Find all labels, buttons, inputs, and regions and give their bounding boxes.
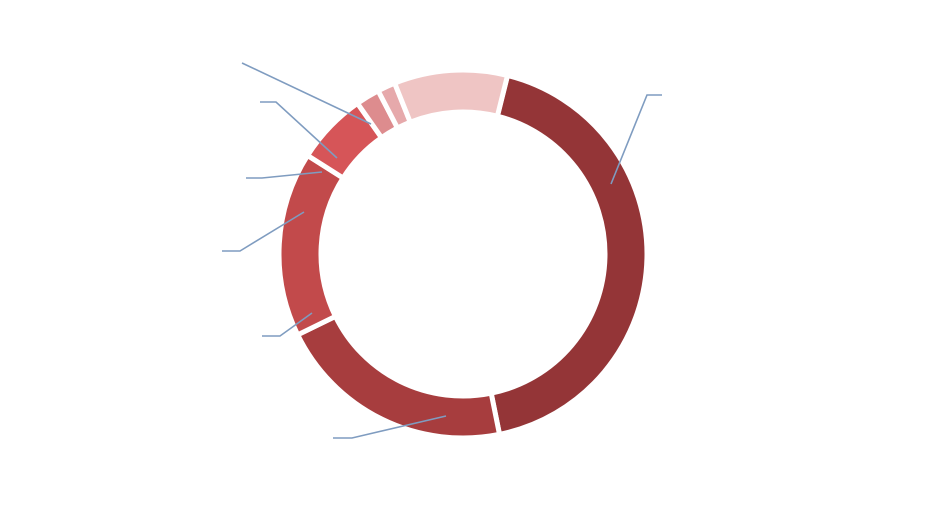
leader-lines bbox=[222, 62, 662, 439]
donut-slice-3 bbox=[276, 152, 347, 339]
leader-line-6 bbox=[260, 101, 338, 159]
donut-slice-7 bbox=[391, 67, 511, 126]
leader-line-3 bbox=[262, 312, 313, 337]
donut-slice-2 bbox=[294, 313, 503, 441]
leader-line-2 bbox=[333, 415, 447, 439]
leader-line-1 bbox=[610, 94, 662, 185]
donut-slices bbox=[276, 67, 650, 441]
leader-line-4 bbox=[222, 211, 305, 252]
leader-line-7 bbox=[241, 62, 372, 125]
donut-slice-1 bbox=[488, 72, 650, 438]
leader-line-5 bbox=[246, 171, 323, 179]
